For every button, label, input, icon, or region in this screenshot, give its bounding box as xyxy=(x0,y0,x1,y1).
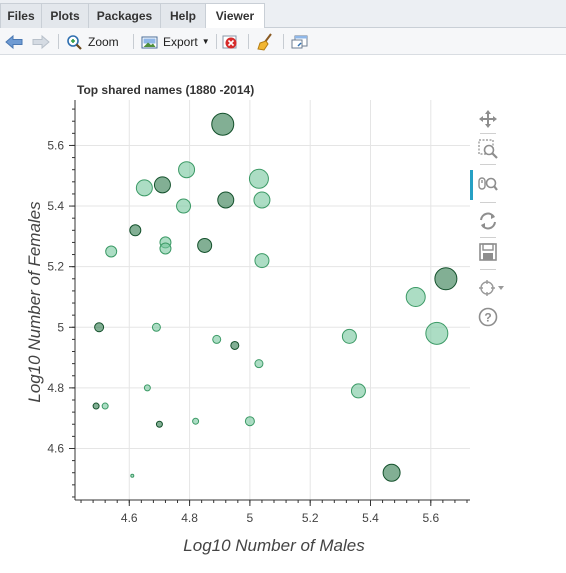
scatter-point xyxy=(155,420,163,428)
x-tick-label: 4.6 xyxy=(121,511,138,525)
scatter-point xyxy=(341,328,357,344)
export-button[interactable]: Export ▼ xyxy=(141,32,210,51)
toolbar-separator xyxy=(283,34,284,49)
y-tick-label: 5 xyxy=(57,320,64,334)
scatter-point xyxy=(92,402,100,410)
back-arrow-icon xyxy=(5,34,23,49)
y-tick-label: 4.8 xyxy=(47,381,64,395)
chevron-down-icon: ▼ xyxy=(201,37,210,46)
back-button[interactable] xyxy=(4,32,24,51)
x-tick-label: 5 xyxy=(247,511,254,525)
scatter-point xyxy=(254,359,264,369)
toolbar-separator xyxy=(133,34,134,49)
y-tick-label: 5.6 xyxy=(47,138,64,152)
scatter-point xyxy=(192,417,200,425)
x-axis-label: Log10 Number of Males xyxy=(183,536,365,555)
plot-title: Top shared names (1880 -2014) xyxy=(77,83,255,97)
export-label: Export xyxy=(163,34,198,49)
scatter-point xyxy=(350,383,366,399)
scatter-point xyxy=(176,198,192,214)
x-tick-label: 4.8 xyxy=(181,511,198,525)
remove-viewer-button[interactable] xyxy=(222,32,242,51)
zoom-button[interactable]: Zoom xyxy=(66,32,119,51)
tool-divider xyxy=(480,237,496,238)
tab-help[interactable]: Help xyxy=(160,3,206,28)
pan-icon[interactable] xyxy=(478,109,498,129)
scatter-point xyxy=(135,179,153,197)
scatter-point xyxy=(248,168,269,189)
scatter-point xyxy=(159,236,172,249)
toolbar-separator xyxy=(216,34,217,49)
y-axis-label: Log10 Number of Females xyxy=(25,201,44,403)
box-zoom-icon[interactable] xyxy=(478,139,498,159)
scatter-point xyxy=(94,322,105,333)
x-tick-label: 5.2 xyxy=(302,511,319,525)
scatter-point xyxy=(230,340,240,350)
y-tick-label: 5.4 xyxy=(47,199,64,213)
scatter-point xyxy=(178,161,196,179)
scatter-point xyxy=(151,322,161,332)
image-export-icon xyxy=(141,36,158,48)
scatter-point xyxy=(244,416,255,427)
pane-tab-bar: Files Plots Packages Help Viewer xyxy=(0,0,566,29)
save-icon[interactable] xyxy=(478,242,498,262)
scatter-point xyxy=(197,237,213,253)
y-tick-label: 5.2 xyxy=(47,260,64,274)
svg-text:?: ? xyxy=(484,311,491,325)
scatter-point xyxy=(405,286,426,307)
scatter-point xyxy=(382,463,401,482)
clear-all-button[interactable] xyxy=(256,32,276,51)
forward-arrow-icon xyxy=(32,34,50,49)
scatter-point xyxy=(211,112,235,136)
toolbar-separator xyxy=(58,34,59,49)
scatter-point xyxy=(212,334,222,344)
scatter-point xyxy=(101,402,109,410)
broom-icon xyxy=(257,32,272,51)
tool-divider xyxy=(480,269,496,270)
forward-button[interactable] xyxy=(31,32,51,51)
y-tick-label: 4.6 xyxy=(47,441,64,455)
x-tick-label: 5.6 xyxy=(422,511,439,525)
toolbar-separator xyxy=(248,34,249,49)
new-window-icon xyxy=(291,35,308,48)
scatter-point xyxy=(217,191,235,209)
active-tool-indicator xyxy=(470,170,473,200)
grid-lines xyxy=(75,100,470,500)
scatter-point xyxy=(425,321,449,345)
tab-plots[interactable]: Plots xyxy=(41,3,89,28)
scatter-point xyxy=(253,191,271,209)
remove-icon xyxy=(222,35,237,48)
hover-icon[interactable] xyxy=(478,278,506,298)
x-tick-label: 5.4 xyxy=(362,511,379,525)
magnifier-zoom-icon xyxy=(67,34,82,50)
scatter-point xyxy=(434,267,458,291)
scatter-point xyxy=(254,253,270,269)
tool-divider xyxy=(480,133,496,134)
viewer-toolbar: Zoom Export ▼ xyxy=(0,28,566,55)
scatter-point xyxy=(130,473,135,478)
tab-packages[interactable]: Packages xyxy=(88,3,161,28)
tab-viewer[interactable]: Viewer xyxy=(205,3,265,29)
scatter-point xyxy=(159,242,172,255)
plot-toolbar: ? xyxy=(470,104,506,334)
help-icon[interactable]: ? xyxy=(478,307,498,327)
show-in-new-window-button[interactable] xyxy=(290,32,310,51)
wheel-zoom-icon[interactable] xyxy=(478,175,498,195)
scatter-points xyxy=(92,112,458,482)
tool-divider xyxy=(480,202,496,203)
scatter-point xyxy=(105,245,118,258)
scatter-point xyxy=(129,224,142,237)
tool-divider xyxy=(480,164,496,165)
scatter-point xyxy=(153,176,171,194)
reset-icon[interactable] xyxy=(478,211,498,231)
scatter-point xyxy=(143,384,151,392)
zoom-label: Zoom xyxy=(88,34,119,49)
tab-files[interactable]: Files xyxy=(0,3,42,28)
axes: 4.6 4.8 5 5.2 5.4 5.6 4.6 4.8 5 5.2 5.4 5.6 xyxy=(47,100,470,525)
